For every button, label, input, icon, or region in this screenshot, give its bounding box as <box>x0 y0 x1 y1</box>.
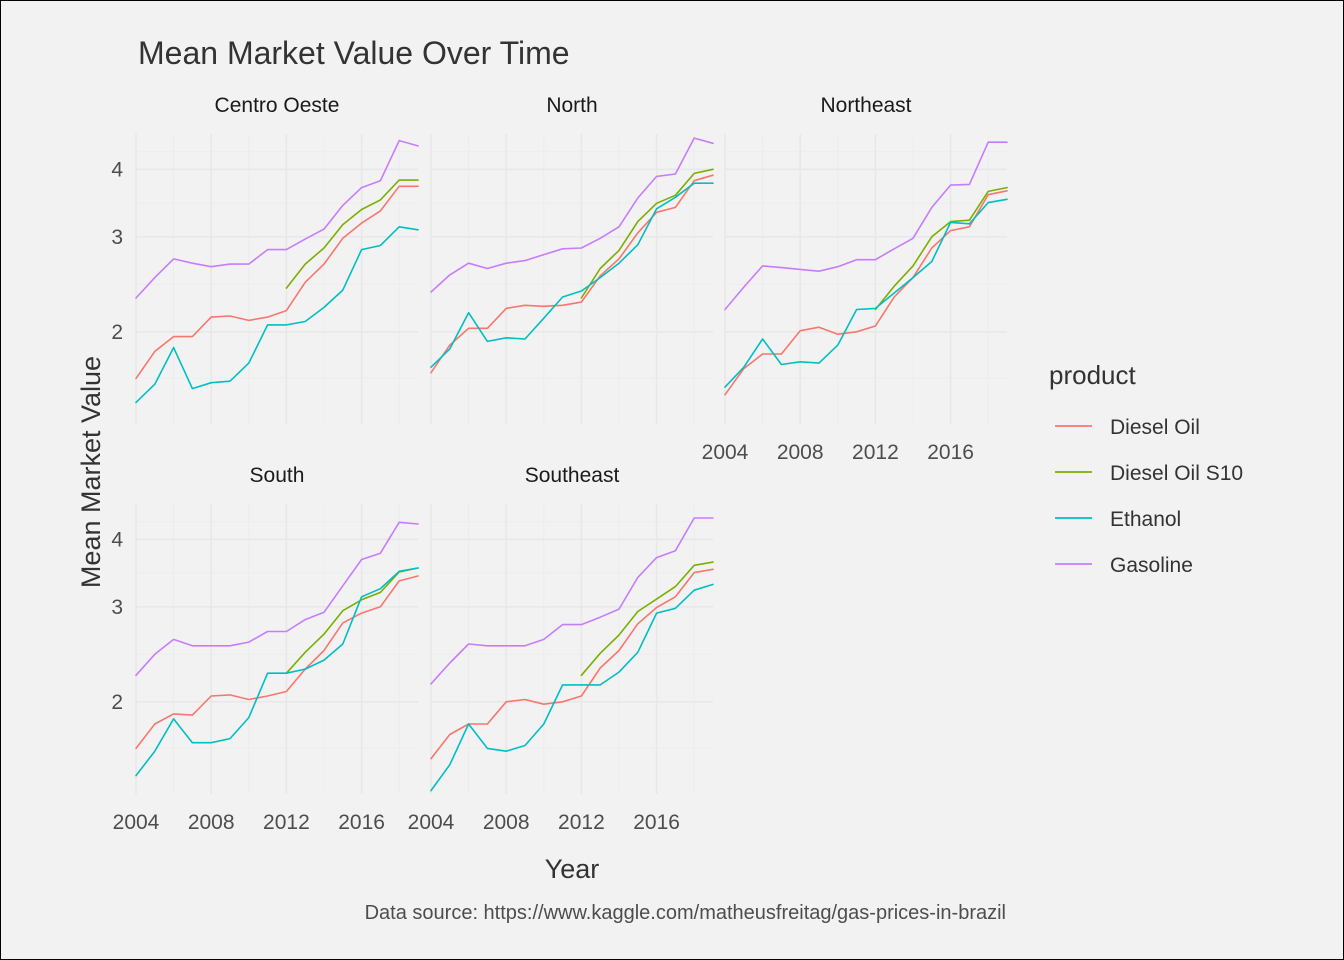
series-line-ethanol <box>430 182 714 368</box>
x-tick-label: 2016 <box>338 811 385 834</box>
x-tick-label: 2004 <box>408 811 455 834</box>
legend-item-ethanol: Ethanol <box>1055 508 1181 531</box>
series-line-diesel-oil-s10 <box>285 179 419 289</box>
series-line-ethanol <box>430 583 714 792</box>
legend-item-diesel-oil: Diesel Oil <box>1055 416 1200 439</box>
y-axis-title: Mean Market Value <box>76 356 106 588</box>
y-tick-label: 4 <box>111 528 123 551</box>
x-tick-label: 2008 <box>188 811 235 834</box>
legend-title: product <box>1049 360 1136 390</box>
series-line-gasoline <box>430 517 714 685</box>
y-tick-label: 3 <box>111 226 123 249</box>
series-line-diesel-oil-s10 <box>285 567 419 674</box>
chart-caption: Data source: https://www.kaggle.com/math… <box>365 902 1006 924</box>
series-line-gasoline <box>135 521 419 677</box>
legend-item-gasoline: Gasoline <box>1055 554 1193 577</box>
facet-label: South <box>250 464 305 487</box>
legend-label: Gasoline <box>1110 554 1193 577</box>
series-line-diesel-oil <box>724 190 1008 396</box>
series-line-diesel-oil <box>135 575 419 750</box>
series-line-ethanol <box>724 198 1008 388</box>
series-line-diesel-oil <box>135 185 419 380</box>
series-line-diesel-oil-s10 <box>874 186 1008 311</box>
series-line-gasoline <box>135 139 419 299</box>
x-tick-label: 2004 <box>702 441 749 464</box>
legend-label: Diesel Oil <box>1110 416 1200 439</box>
chart-title: Mean Market Value Over Time <box>138 35 570 71</box>
series-line-gasoline <box>724 141 1008 311</box>
series-line-diesel-oil <box>430 568 714 760</box>
facet-label: Northeast <box>820 94 911 117</box>
x-tick-label: 2004 <box>113 811 160 834</box>
x-axis-title: Year <box>545 854 600 884</box>
x-tick-label: 2012 <box>852 441 899 464</box>
series-line-gasoline <box>430 137 714 293</box>
x-tick-label: 2012 <box>263 811 310 834</box>
x-tick-label: 2008 <box>483 811 530 834</box>
facet-label: Southeast <box>525 464 620 487</box>
legend-item-diesel-oil-s10: Diesel Oil S10 <box>1055 462 1243 485</box>
x-tick-label: 2016 <box>633 811 680 834</box>
legend-label: Diesel Oil S10 <box>1110 462 1243 485</box>
facet-panel-northeast: Northeast 2004 2008 2012 2016 <box>702 94 1008 464</box>
facet-panel-south: South 2 3 4 2004 2008 2012 2016 <box>111 464 419 834</box>
facet-panels: Centro Oeste 2 3 4 North Northeast 2004 2008 201… <box>111 94 1008 834</box>
y-tick-label: 3 <box>111 596 123 619</box>
facet-label: North <box>546 94 597 117</box>
x-tick-label: 2008 <box>777 441 824 464</box>
series-line-ethanol <box>135 567 419 777</box>
facet-panel-southeast: Southeast 2004 2008 2012 2016 <box>408 464 714 834</box>
series-line-diesel-oil <box>430 174 714 374</box>
y-tick-label: 2 <box>111 691 123 714</box>
y-tick-label: 4 <box>111 158 123 181</box>
series-line-ethanol <box>135 226 419 404</box>
x-tick-label: 2016 <box>927 441 974 464</box>
legend-label: Ethanol <box>1110 508 1181 531</box>
facet-panel-north: North <box>430 94 714 424</box>
legend: product Diesel Oil Diesel Oil S10 Ethanol G… <box>1049 360 1243 577</box>
y-tick-label: 2 <box>111 321 123 344</box>
series-line-diesel-oil-s10 <box>580 561 714 677</box>
facet-label: Centro Oeste <box>215 94 340 117</box>
facet-panel-centro-oeste: Centro Oeste 2 3 4 <box>111 94 419 424</box>
series-line-diesel-oil-s10 <box>580 168 714 299</box>
x-tick-label: 2012 <box>558 811 605 834</box>
